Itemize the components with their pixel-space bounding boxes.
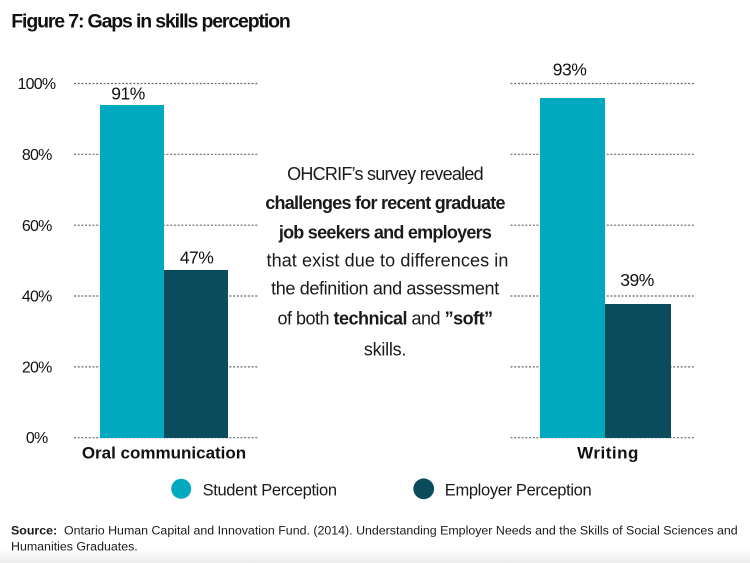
svg-text:skills.: skills. [364,339,406,359]
svg-text:0%: 0% [26,430,48,447]
svg-text:Employer Perception: Employer Perception [445,482,592,500]
svg-text:Writing: Writing [577,444,639,463]
svg-text:Student Perception: Student Perception [203,482,337,500]
svg-text:Oral communication: Oral communication [82,443,246,462]
svg-text:OHCRIF’s survey revealed: OHCRIF’s survey revealed [287,164,483,184]
svg-text:job seekers and employers: job seekers and employers [278,222,492,242]
svg-text:100%: 100% [18,76,56,93]
svg-text:60%: 60% [22,218,52,235]
svg-text:challenges for recent graduate: challenges for recent graduate [265,193,505,213]
svg-text:of both technical and ”soft”: of both technical and ”soft” [277,308,492,328]
svg-text:91%: 91% [111,83,145,103]
svg-text:39%: 39% [620,270,654,290]
svg-text:Humanities Graduates.: Humanities Graduates. [11,540,138,554]
svg-text:40%: 40% [22,289,52,306]
svg-text:80%: 80% [22,147,52,164]
svg-text:93%: 93% [553,59,587,79]
svg-text:Source: Ontario Human Capital: Source: Ontario Human Capital and Innova… [11,524,738,538]
svg-text:47%: 47% [180,247,214,267]
svg-text:that exist due to differences: that exist due to differences in [266,250,508,270]
svg-text:20%: 20% [22,360,52,377]
svg-text:Figure 7: Gaps in skills perce: Figure 7: Gaps in skills perception [11,11,290,33]
svg-text:the definition and assessment: the definition and assessment [271,279,499,299]
